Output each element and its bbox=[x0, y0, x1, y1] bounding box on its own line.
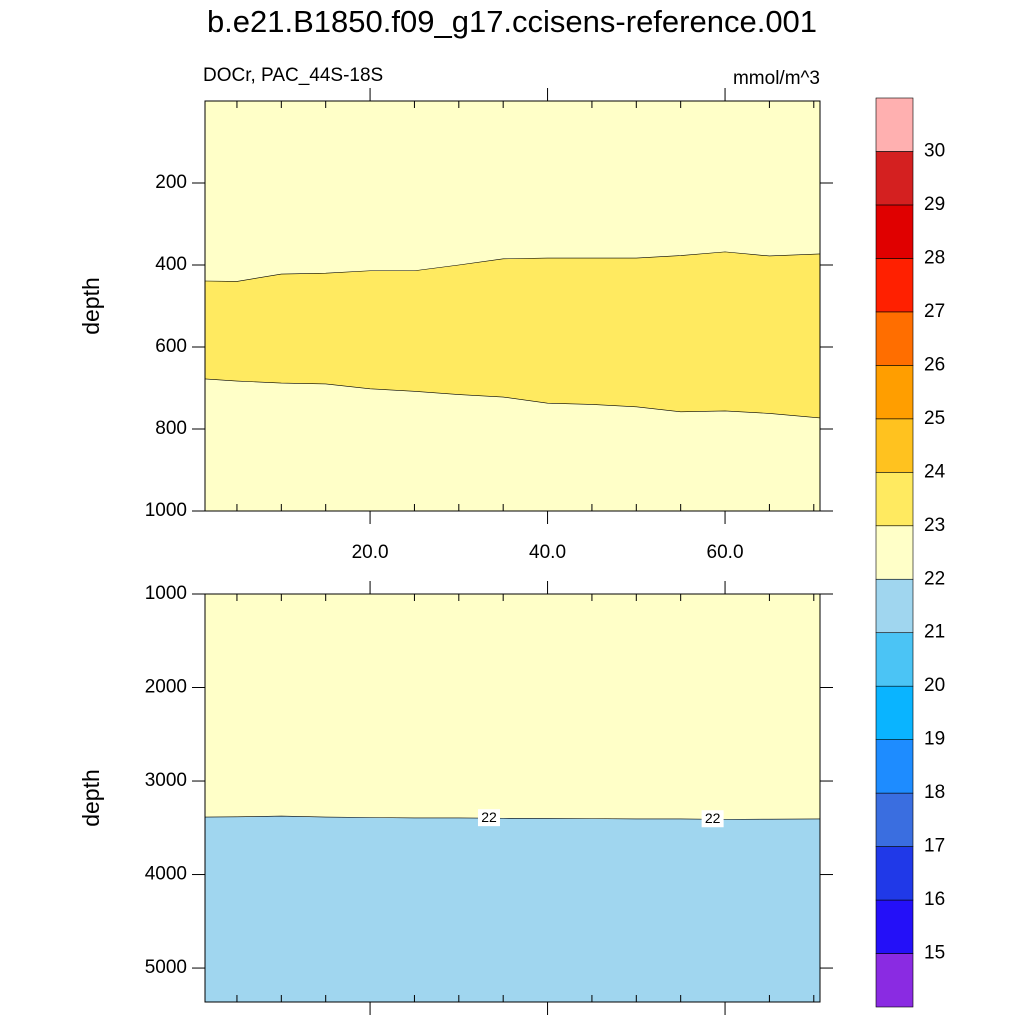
y-tick-label: 600 bbox=[155, 336, 187, 357]
x-tick-label: 60.0 bbox=[707, 542, 744, 563]
y-tick-label: 400 bbox=[155, 254, 187, 275]
colorbar-box bbox=[875, 846, 914, 901]
colorbar-box bbox=[875, 365, 914, 420]
colorbar-label: 19 bbox=[924, 729, 945, 750]
colorbar-label: 18 bbox=[924, 782, 945, 803]
contour-line bbox=[204, 378, 821, 419]
contour-label-box bbox=[477, 809, 500, 827]
y-tick-label: 4000 bbox=[145, 864, 187, 885]
chart-title: b.e21.B1850.f09_g17.ccisens-reference.00… bbox=[207, 4, 817, 39]
colorbar-label: 24 bbox=[924, 461, 946, 482]
colorbar-box bbox=[875, 578, 914, 634]
colorbar-label: 20 bbox=[924, 675, 945, 696]
plot-frame bbox=[204, 100, 821, 512]
colorbar-box bbox=[875, 418, 914, 473]
plot-frame bbox=[204, 593, 821, 1003]
y-tick-label: 3000 bbox=[145, 770, 187, 791]
colorbar-box bbox=[875, 97, 914, 152]
colorbar-box bbox=[875, 151, 914, 206]
colorbar-box bbox=[875, 258, 914, 313]
colorbar-box bbox=[875, 311, 914, 366]
contour-label-box bbox=[701, 810, 724, 828]
y-axis-label: depth bbox=[78, 277, 104, 335]
y-tick-label: 2000 bbox=[145, 677, 187, 698]
colorbar-box bbox=[875, 685, 914, 740]
contour-fill bbox=[205, 378, 820, 511]
colorbar-box bbox=[875, 471, 914, 527]
x-tick-label: 20.0 bbox=[352, 542, 389, 563]
colorbar-box bbox=[875, 632, 914, 687]
colorbar-label: 29 bbox=[924, 194, 945, 215]
colorbar-label: 25 bbox=[924, 408, 945, 429]
colorbar-label: 22 bbox=[924, 568, 945, 589]
colorbar-label: 26 bbox=[924, 354, 945, 375]
colorbar-box bbox=[875, 792, 914, 847]
colorbar-box bbox=[875, 899, 914, 954]
contour-fill bbox=[205, 251, 820, 418]
colorbar-label: 15 bbox=[924, 943, 945, 964]
colorbar-label: 23 bbox=[924, 515, 945, 536]
colorbar-label: 17 bbox=[924, 836, 945, 857]
x-tick-label: 40.0 bbox=[529, 542, 566, 563]
y-axis-label: depth bbox=[78, 769, 104, 827]
units: mmol/m^3 bbox=[733, 68, 820, 89]
y-tick-label: 200 bbox=[155, 172, 187, 193]
contour-label: 22 bbox=[705, 810, 721, 826]
colorbar-box bbox=[875, 204, 914, 259]
contour-label: 22 bbox=[481, 809, 497, 825]
colorbar-label: 27 bbox=[924, 301, 945, 322]
colorbar-label: 16 bbox=[924, 889, 945, 910]
colorbar-label: 30 bbox=[924, 140, 945, 161]
y-tick-label: 800 bbox=[155, 418, 187, 439]
y-tick-label: 1000 bbox=[145, 583, 187, 604]
y-tick-label: 1000 bbox=[145, 500, 187, 521]
colorbar-label: 21 bbox=[924, 622, 945, 643]
y-tick-label: 5000 bbox=[145, 957, 187, 978]
contour-fill bbox=[205, 594, 820, 820]
contour-line bbox=[204, 251, 821, 282]
colorbar-label: 28 bbox=[924, 247, 945, 268]
contour-fill bbox=[205, 101, 820, 282]
contour-fill bbox=[205, 816, 820, 1002]
colorbar-box bbox=[875, 953, 914, 1008]
colorbar-box bbox=[875, 739, 914, 794]
subtitle: DOCr, PAC_44S-18S bbox=[203, 65, 383, 86]
colorbar-box bbox=[875, 525, 914, 580]
